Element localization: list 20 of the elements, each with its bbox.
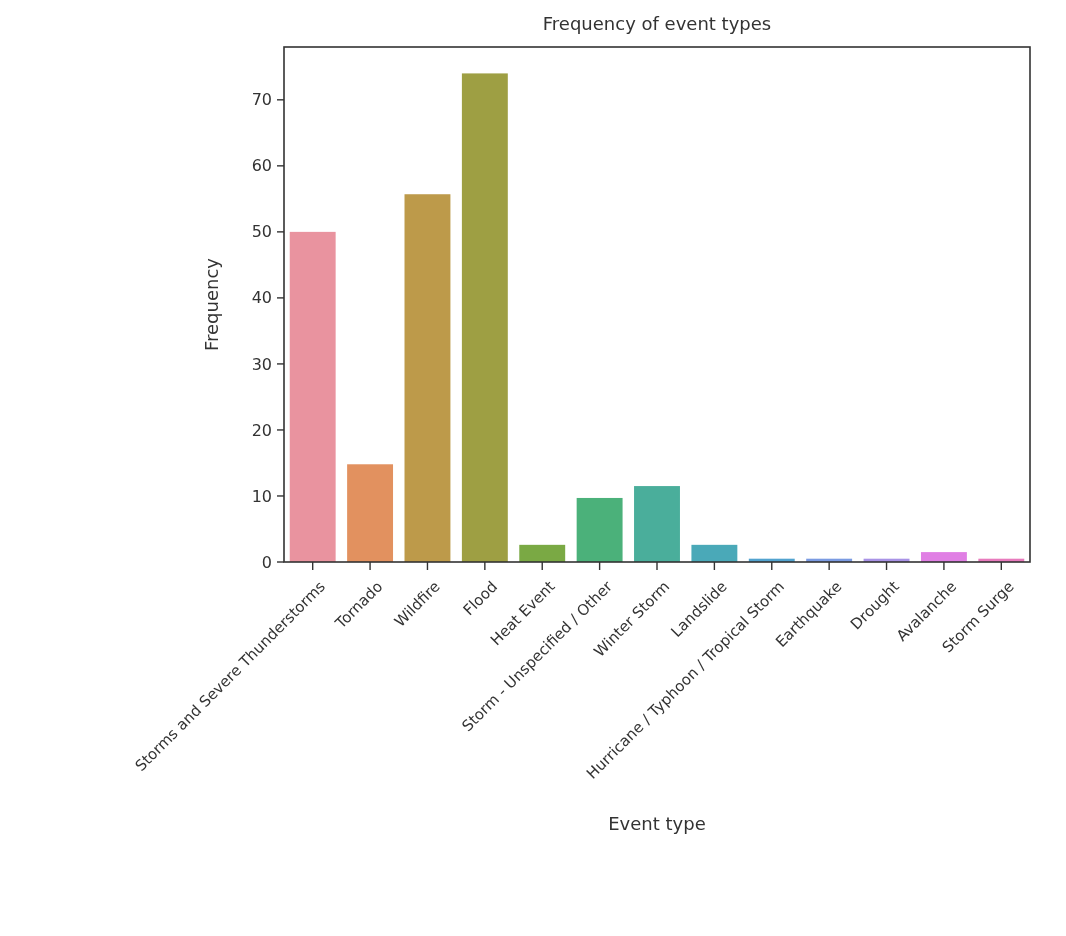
bar xyxy=(920,552,967,562)
y-tick-label: 10 xyxy=(251,486,272,506)
y-tick-label: 60 xyxy=(251,156,272,176)
bar xyxy=(634,486,680,562)
y-tick-label: 30 xyxy=(251,354,272,374)
y-tick-label: 40 xyxy=(251,288,272,308)
bar xyxy=(691,544,738,562)
bar xyxy=(519,544,566,562)
x-axis-title: Event type xyxy=(608,813,706,834)
chart-title: Frequency of event types xyxy=(542,13,772,34)
bar xyxy=(461,73,508,562)
bar xyxy=(347,464,394,562)
y-tick-label: 70 xyxy=(251,90,272,110)
y-tick-label: 20 xyxy=(251,420,272,440)
y-axis-title: Frequency xyxy=(201,257,222,351)
y-tick-label: 50 xyxy=(251,222,272,242)
y-tick-label: 0 xyxy=(261,552,272,572)
bar xyxy=(289,231,336,562)
bar xyxy=(404,194,451,562)
bar xyxy=(576,497,623,562)
